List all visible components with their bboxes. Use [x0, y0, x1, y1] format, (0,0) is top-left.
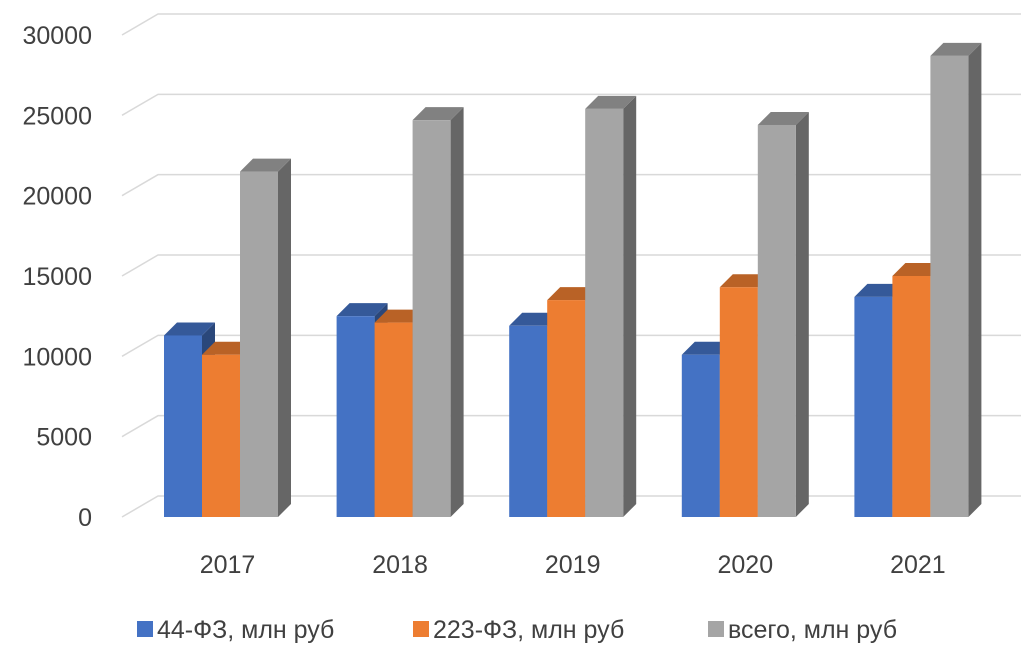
- bar-2019-3: [585, 95, 637, 517]
- legend-swatch: [708, 621, 724, 637]
- gridlines: [121, 13, 1021, 518]
- gridline: [121, 254, 1021, 277]
- x-tick-label: 2021: [890, 551, 946, 579]
- legend-label: 223-ФЗ, млн руб: [433, 616, 624, 644]
- legend-item: 44-ФЗ, млн руб: [137, 616, 334, 644]
- legend-swatch: [413, 621, 429, 637]
- bar-front: [585, 108, 624, 517]
- bar-front: [164, 335, 202, 517]
- bar-2017-3: [240, 158, 291, 518]
- x-tick-label: 2019: [545, 551, 601, 579]
- x-tick-label: 2018: [372, 551, 428, 579]
- bar-side: [278, 158, 291, 518]
- bar-side: [623, 95, 637, 517]
- y-tick-label: 25000: [22, 102, 92, 130]
- bar-front: [202, 354, 240, 517]
- legend-swatch: [137, 621, 153, 637]
- bar-front: [892, 276, 931, 517]
- legend-item: 223-ФЗ, млн руб: [413, 616, 624, 644]
- legend-label: 44-ФЗ, млн руб: [157, 616, 334, 644]
- bar-side: [968, 42, 982, 518]
- bar-2020-3: [757, 111, 809, 518]
- bar-front: [681, 354, 720, 517]
- bar-front: [412, 120, 451, 518]
- y-axis-ticks: 0 5000 10000 15000 20000 25000 30000: [22, 22, 92, 532]
- gridline: [121, 173, 1021, 197]
- y-tick-label: 0: [78, 504, 92, 532]
- bar-front: [719, 287, 758, 517]
- y-tick-label: 30000: [22, 22, 92, 50]
- gridline: [121, 13, 1021, 36]
- legend: 44-ФЗ, млн руб 223-ФЗ, млн руб всего, млн …: [137, 616, 897, 644]
- bar-top: [240, 158, 291, 172]
- y-tick-label: 5000: [36, 424, 92, 452]
- x-tick-label: 2020: [717, 551, 773, 579]
- legend-item: всего, млн руб: [708, 616, 897, 644]
- bar-top: [585, 95, 637, 109]
- bar-front: [854, 296, 893, 517]
- bar-side: [450, 107, 464, 518]
- bar-front: [547, 300, 586, 517]
- gridline: [121, 93, 1021, 116]
- bar-front: [374, 322, 413, 517]
- bar-front: [509, 325, 548, 517]
- y-tick-label: 10000: [22, 343, 92, 371]
- x-tick-label: 2017: [200, 551, 256, 579]
- bar-2021-3: [930, 42, 982, 518]
- bar-top: [930, 42, 982, 56]
- bar-2018-3: [412, 107, 464, 518]
- bar-top: [412, 107, 464, 121]
- bar-front: [930, 55, 969, 518]
- x-axis-ticks: 2017 2018 2019 2020 2021: [200, 551, 946, 579]
- bar-top: [164, 322, 215, 336]
- bar-top: [336, 303, 388, 317]
- bar-front: [336, 316, 375, 517]
- bar-front: [240, 171, 278, 518]
- bar-side: [795, 111, 809, 518]
- y-tick-label: 20000: [22, 183, 92, 211]
- y-tick-label: 15000: [22, 263, 92, 291]
- bar-top: [757, 111, 809, 125]
- bars: [164, 42, 982, 518]
- legend-label: всего, млн руб: [728, 616, 897, 644]
- bar-front: [757, 124, 796, 518]
